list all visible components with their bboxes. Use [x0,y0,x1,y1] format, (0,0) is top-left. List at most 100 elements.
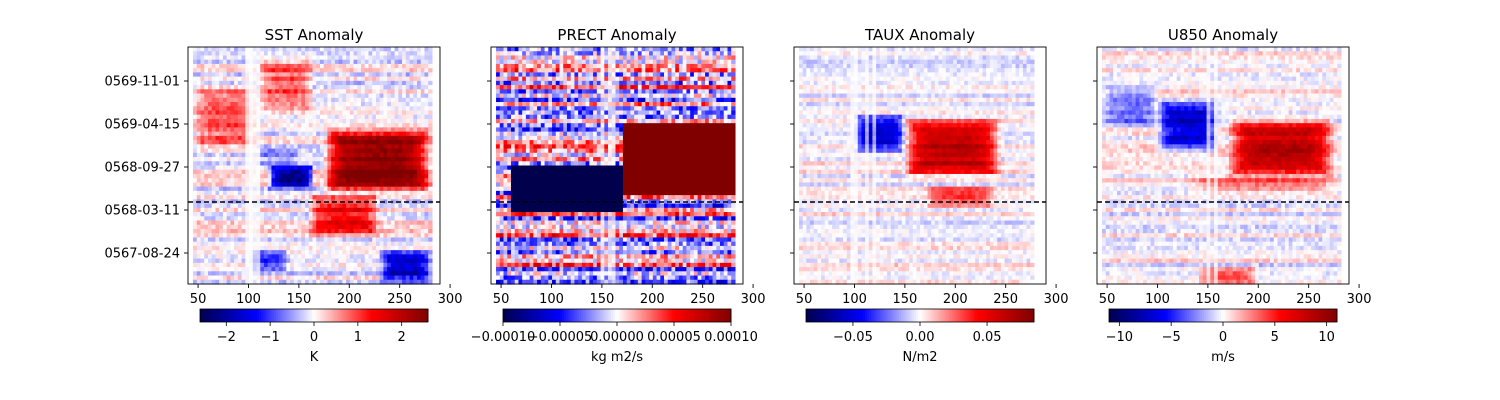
heatmap-cell [331,110,336,116]
heatmap-cell [361,254,366,260]
heatmap-cell [230,140,235,145]
heatmap-cell [387,237,392,243]
heatmap-cell [417,152,422,158]
heatmap-cell [379,144,385,150]
heatmap-cell [398,178,403,184]
heatmap-cell [286,250,291,255]
heatmap-cell [529,72,534,78]
heatmap-cell [342,80,347,86]
heatmap-cell [278,59,284,65]
heatmap-cell [271,144,276,150]
colorbar-segment [298,309,302,322]
heatmap-cell [297,123,302,129]
heatmap-cell [241,173,246,179]
heatmap-cell [424,250,429,255]
heatmap-cell [525,102,531,107]
heatmap-cell [394,271,399,277]
heatmap-cell [405,207,411,213]
heatmap-cell [222,140,228,145]
heatmap-cell [211,148,217,154]
heatmap-cell [413,59,418,65]
heatmap-cell [234,118,239,124]
heatmap-cell [405,220,411,226]
heatmap-cell [357,245,362,251]
heatmap-cell [323,157,329,162]
heatmap-cell [682,106,688,112]
heatmap-cell [581,55,587,61]
heatmap-cell [256,267,261,272]
heatmap-cell [611,106,617,112]
heatmap-cell [308,190,314,196]
heatmap-cell [405,59,411,65]
heatmap-cell [282,118,287,124]
heatmap-cell [245,245,250,251]
colorbar-segment [200,309,203,322]
heatmap-cell [555,68,561,73]
heatmap-cell [428,220,433,226]
heatmap-cell [409,59,414,65]
heatmap-cell [204,85,209,90]
heatmap-cell [256,152,261,158]
heatmap-cell [409,271,414,277]
heatmap-cell [267,114,273,120]
heatmap-cell [701,102,706,107]
heatmap-cell [226,144,231,150]
heatmap-cell [682,80,688,86]
heatmap-cell [660,118,665,124]
heatmap-cell [260,106,265,112]
heatmap-cell [529,51,534,57]
heatmap-cell [424,161,429,167]
heatmap-cell [338,118,343,124]
heatmap-cell [207,127,213,133]
heatmap-cell [252,114,258,120]
colorbar-segment [264,309,267,322]
heatmap-cell [375,271,381,277]
heatmap-cell [716,89,721,95]
heatmap-cell [334,123,340,129]
colorbar-segment [380,309,383,322]
heatmap-cell [338,93,343,99]
heatmap-cell [308,55,314,61]
heatmap-cell [327,228,332,234]
heatmap-cell [263,51,269,57]
heatmap-cell [375,250,381,255]
heatmap-cell [215,161,220,167]
heatmap-cell [417,68,422,73]
heatmap-cell [417,89,422,95]
heatmap-cell [578,118,583,124]
heatmap-cell [316,131,321,137]
heatmap-cell [420,80,426,86]
heatmap-cell [645,106,650,112]
heatmap-cell [338,110,343,116]
heatmap-cell [234,63,239,69]
colorbar-segment [410,309,414,322]
heatmap-cell [278,254,284,260]
heatmap-cell [316,161,321,167]
heatmap-cell [245,182,250,188]
heatmap-cell [353,85,358,90]
heatmap-cell [252,279,258,285]
heatmap-cell [353,72,358,78]
heatmap-cell [278,72,284,78]
heatmap-cell [222,241,228,247]
heatmap-cell [211,135,217,141]
heatmap-cell [533,106,538,112]
heatmap-cell [237,228,243,234]
heatmap-cell [368,55,373,61]
heatmap-cell [383,80,388,86]
heatmap-cell [260,102,265,107]
heatmap-cell [615,97,620,103]
heatmap-cell [308,220,314,226]
heatmap-cell [409,114,414,120]
heatmap-cell [720,123,725,129]
heatmap-cell [390,51,396,57]
heatmap-cell [510,76,516,82]
heatmap-cell [615,85,620,90]
heatmap-cell [428,127,433,133]
heatmap-cell [338,254,343,260]
heatmap-cell [387,89,392,95]
heatmap-cell [548,55,553,61]
heatmap-cell [290,59,295,65]
heatmap-cell [678,51,684,57]
heatmap-cell [383,118,388,124]
